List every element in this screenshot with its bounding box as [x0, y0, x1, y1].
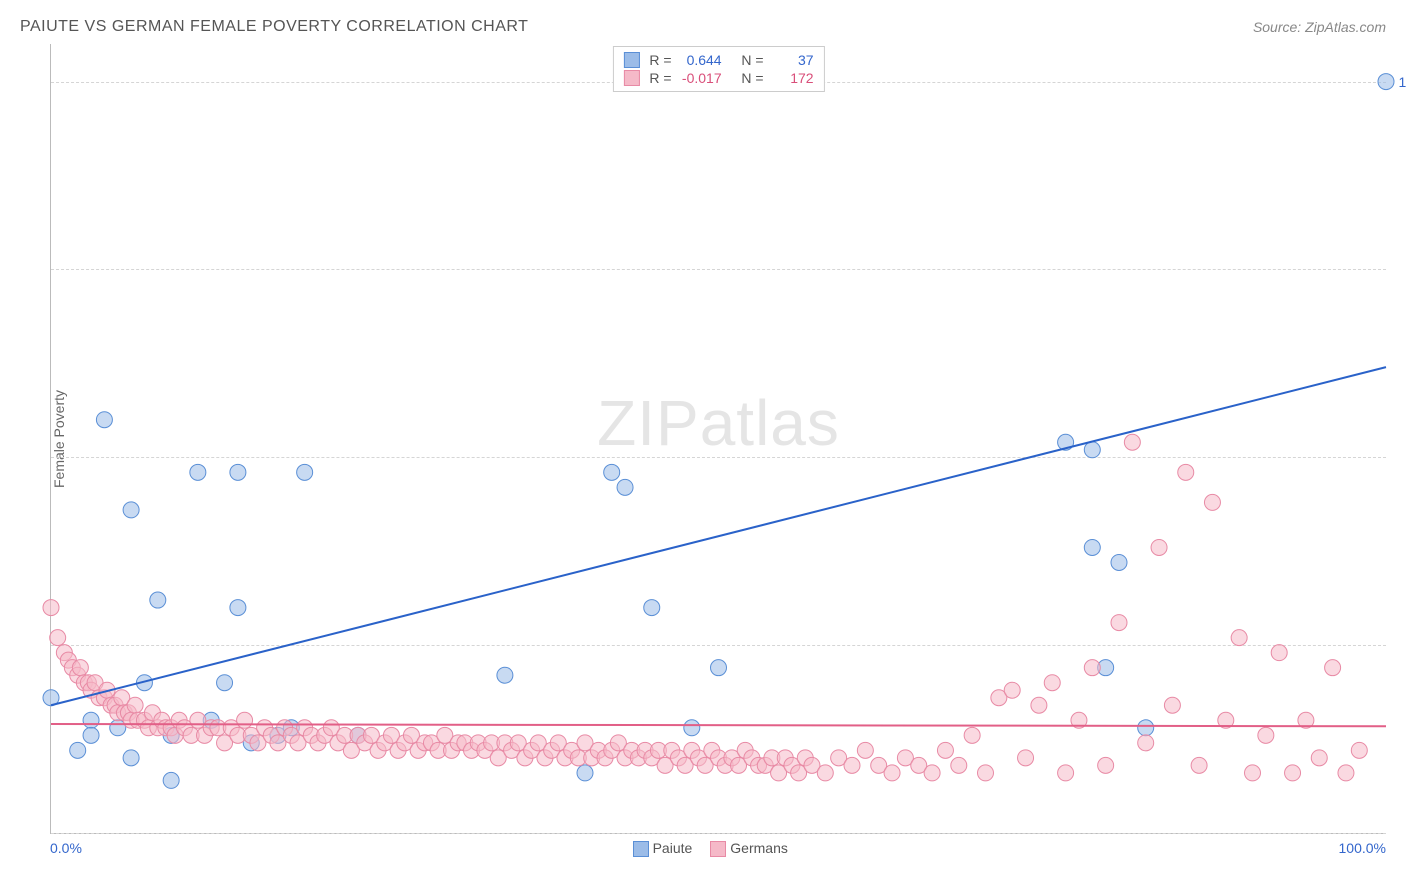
legend-swatch [623, 52, 639, 68]
x-max-label: 100.0% [1339, 840, 1386, 857]
legend-row: R = 0.644 N = 37 [623, 51, 813, 69]
trend-line [51, 724, 1386, 726]
legend-item: Germans [710, 840, 788, 857]
y-tick-label: 25.0% [1391, 637, 1406, 653]
correlation-legend: R = 0.644 N = 37 R = -0.017 N = 172 [612, 46, 824, 92]
plot-region: ZIPatlas R =0.644 N =37R =-0.017 N =172 … [50, 44, 1386, 834]
y-tick-label: 75.0% [1391, 261, 1406, 277]
y-tick-label: 0.0% [1391, 825, 1406, 841]
series-legend: Paiute Germans [633, 840, 788, 857]
n-label: N = [741, 70, 763, 86]
n-value: 37 [770, 52, 814, 68]
n-value: 172 [770, 70, 814, 86]
n-label: N = [741, 52, 763, 68]
legend-row: R = -0.017 N = 172 [623, 69, 813, 87]
legend-swatch [710, 841, 726, 857]
chart-title: PAIUTE VS GERMAN FEMALE POVERTY CORRELAT… [20, 18, 528, 36]
legend-swatch [623, 70, 639, 86]
r-value: -0.017 [678, 70, 722, 86]
chart-area: Female Poverty ZIPatlas R =0.644 N =37R … [50, 44, 1386, 834]
trend-lines-layer [51, 44, 1386, 833]
legend-item: Paiute [633, 840, 693, 857]
x-axis-footer: 0.0% Paiute Germans 100.0% [50, 840, 1386, 857]
trend-line [51, 367, 1386, 705]
source-attribution: Source: ZipAtlas.com [1253, 19, 1386, 35]
gridline [51, 833, 1386, 834]
header: PAIUTE VS GERMAN FEMALE POVERTY CORRELAT… [0, 0, 1406, 44]
y-tick-label: 50.0% [1391, 449, 1406, 465]
r-label: R = [649, 70, 671, 86]
legend-swatch [633, 841, 649, 857]
r-label: R = [649, 52, 671, 68]
r-value: 0.644 [678, 52, 722, 68]
x-min-label: 0.0% [50, 840, 82, 857]
